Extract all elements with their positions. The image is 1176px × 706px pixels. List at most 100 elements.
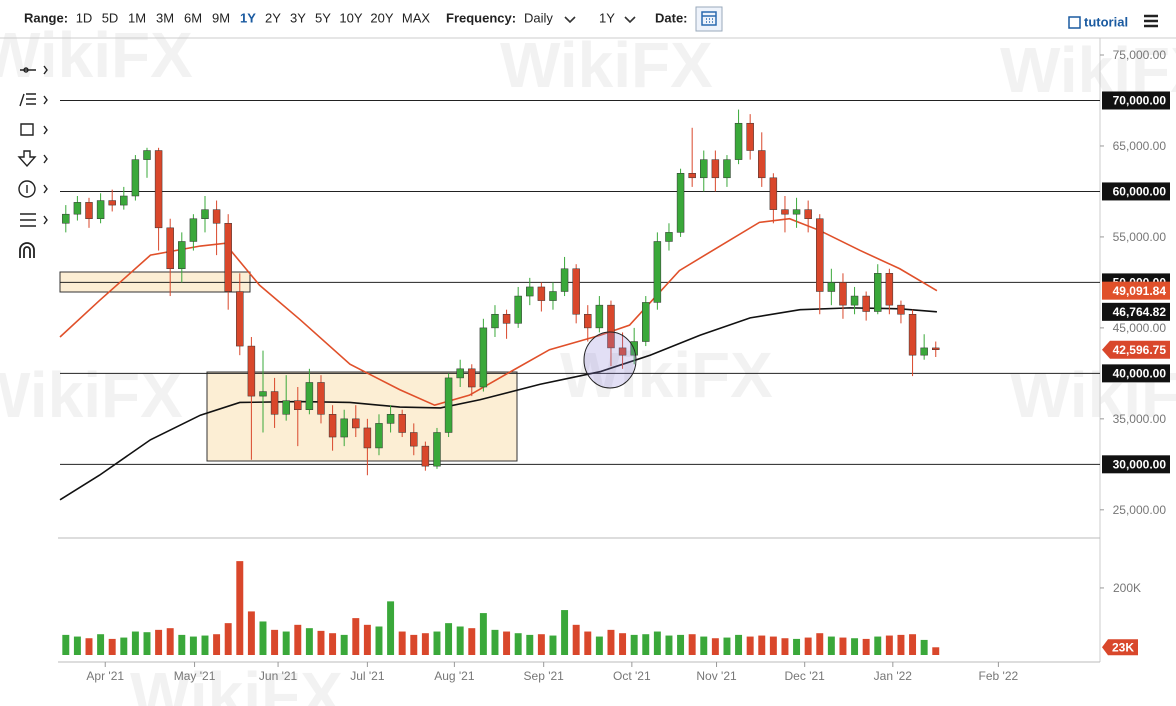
range-button[interactable]: 3Y — [290, 10, 306, 25]
volume-bar — [189, 636, 197, 655]
menu-icon[interactable] — [1144, 14, 1158, 28]
volume-bar — [178, 634, 186, 655]
volume-bar — [758, 635, 766, 655]
range-button[interactable]: 5Y — [315, 10, 331, 25]
y-tick-label: 65,000.00 — [1113, 139, 1167, 153]
calendar-grid — [702, 15, 716, 23]
level-label-box — [1102, 182, 1170, 201]
volume-bar — [166, 628, 174, 655]
candle-body — [201, 209, 209, 219]
range-button[interactable]: 1M — [128, 10, 146, 25]
y-tick-label: 40,000.00 — [1113, 367, 1167, 381]
volume-bar — [584, 631, 592, 655]
candle-body — [468, 368, 476, 388]
volume-bar — [862, 638, 870, 655]
range-button[interactable]: 5D — [102, 10, 119, 25]
volume-bar — [445, 623, 453, 655]
range-button[interactable]: 10Y — [339, 10, 362, 25]
candle-body — [932, 347, 940, 350]
range-button[interactable]: MAX — [402, 10, 431, 25]
tool-line[interactable] — [20, 65, 48, 75]
volume-bar — [282, 631, 290, 655]
highlight-circle — [583, 331, 637, 389]
volume-bar — [874, 636, 882, 655]
tutorial-link[interactable]: tutorial — [1084, 14, 1128, 29]
volume-bar — [595, 636, 603, 655]
candle-body — [746, 122, 754, 151]
range-button[interactable]: 1Y — [240, 10, 256, 25]
candle-body — [247, 345, 256, 397]
candle-body — [897, 304, 905, 315]
volume-bar — [653, 631, 661, 655]
candle-body — [178, 241, 186, 270]
volume-bar — [305, 628, 313, 655]
range-button[interactable]: 9M — [212, 10, 230, 25]
candle-body — [758, 150, 766, 179]
frequency-select[interactable]: Daily — [524, 10, 553, 25]
candle-body — [189, 218, 198, 242]
x-tick-label: Jun '21 — [259, 669, 298, 683]
range-button[interactable]: 1D — [76, 10, 93, 25]
volume-bar — [619, 633, 627, 655]
volume-bar — [607, 629, 615, 655]
period-select[interactable]: 1Y — [599, 10, 615, 25]
volume-bar — [793, 638, 801, 655]
candle-body — [595, 304, 604, 329]
volume-bar — [224, 623, 232, 655]
candle-body — [212, 209, 221, 224]
tool-fib[interactable] — [19, 93, 48, 107]
watermark: WikiFX — [500, 29, 713, 101]
volume-bar — [317, 630, 325, 655]
volume-bar — [537, 634, 545, 655]
tool-magnet[interactable] — [19, 242, 35, 258]
candle-body — [920, 347, 928, 356]
volume-bar — [456, 626, 464, 655]
candle-body — [96, 200, 105, 219]
candle-body — [700, 159, 708, 179]
chevron — [564, 16, 576, 24]
volume-bar — [85, 638, 93, 655]
volume-bar — [514, 633, 522, 655]
volume-bar — [827, 636, 835, 655]
candle-body — [143, 150, 151, 160]
candle-body — [572, 268, 580, 315]
calendar-button[interactable] — [695, 6, 723, 32]
range-button[interactable]: 2Y — [265, 10, 281, 25]
candle-body — [549, 291, 557, 301]
volume-bar — [781, 638, 789, 655]
volume-bar — [526, 634, 534, 655]
tool-arrow[interactable] — [17, 150, 48, 168]
x-tick-label: Apr '21 — [86, 669, 124, 683]
candle-body — [398, 414, 406, 433]
range-button[interactable]: 20Y — [370, 10, 393, 25]
tool-rect[interactable] — [20, 123, 48, 136]
volume-bar — [851, 638, 859, 655]
watermark: WikiFX — [560, 339, 773, 411]
volume-label-box — [1102, 639, 1138, 656]
candle-body — [804, 209, 812, 219]
candle-body — [120, 195, 128, 206]
volume-bar — [247, 611, 255, 655]
candle-body — [537, 286, 546, 301]
candle-body — [734, 122, 743, 160]
level-label-box — [1102, 91, 1170, 110]
candle-body — [688, 173, 696, 179]
tool-measure[interactable] — [20, 213, 48, 227]
volume-bar — [329, 633, 337, 655]
volume-bar — [700, 636, 708, 655]
tool-note[interactable] — [18, 180, 36, 198]
range-button[interactable]: 3M — [156, 10, 174, 25]
volume-bar — [62, 634, 70, 655]
candle-body — [769, 177, 778, 210]
candle-body — [850, 295, 859, 306]
range-button[interactable]: 6M — [184, 10, 202, 25]
candles — [62, 109, 940, 476]
level-label-box — [1102, 455, 1170, 474]
axes: 75,000.00 70,000.00 65,000.00 60,000.00 55,0… — [86, 48, 1170, 683]
candle-body — [665, 232, 673, 242]
candle-body — [560, 268, 569, 292]
volume-bar — [491, 629, 499, 655]
volume-bar — [73, 636, 81, 655]
